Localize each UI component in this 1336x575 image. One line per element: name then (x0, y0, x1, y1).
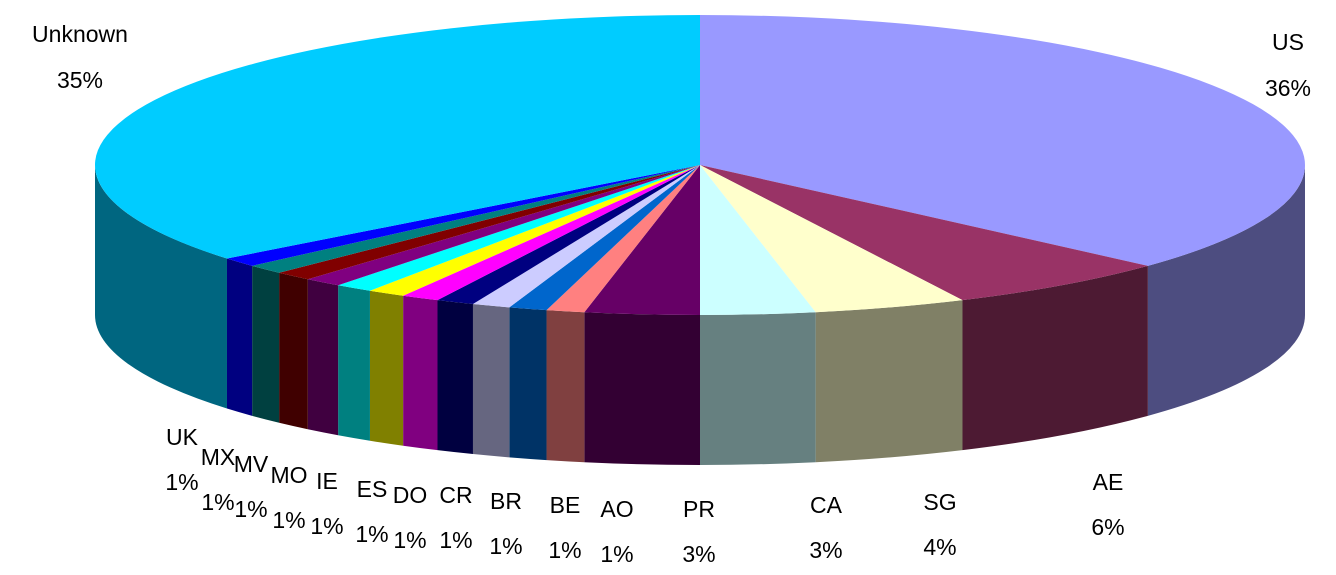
slice-be (509, 165, 700, 311)
slice-do (403, 165, 700, 301)
percent-unknown: 35% (57, 67, 103, 93)
percent-be: 1% (548, 537, 581, 563)
label-cr: CR (439, 482, 472, 508)
pie-side-walls (95, 165, 1305, 465)
side-br (472, 304, 510, 458)
side-cr (437, 300, 473, 455)
side-pr (584, 312, 700, 465)
side-sg (815, 300, 963, 463)
slice-sg (700, 165, 963, 313)
label-mx: MX (201, 444, 236, 470)
label-ca: CA (810, 492, 843, 518)
side-us (1147, 165, 1305, 416)
side-mo (307, 279, 339, 436)
side-ca (700, 312, 816, 465)
label-ae: AE (1093, 469, 1124, 495)
slice-us (700, 15, 1305, 266)
slice-ca (700, 165, 816, 315)
side-unknown (95, 165, 227, 409)
label-be: BE (550, 492, 581, 518)
side-be (509, 307, 547, 461)
label-pr: PR (683, 496, 715, 522)
percent-mo: 1% (272, 507, 305, 533)
percent-cr: 1% (439, 527, 472, 553)
label-unknown: Unknown (32, 21, 128, 47)
pie-top-faces (94, 15, 1305, 315)
label-sg: SG (923, 489, 956, 515)
slice-mx (252, 165, 700, 273)
percent-br: 1% (489, 533, 522, 559)
label-es: ES (357, 476, 388, 502)
slice-ae (700, 165, 1148, 301)
side-ao (546, 310, 585, 463)
slice-br (472, 165, 700, 308)
slice-unknown (94, 15, 700, 259)
percent-mx: 1% (201, 489, 234, 515)
label-br: BR (490, 488, 522, 514)
percent-ca: 3% (809, 537, 842, 563)
slice-ie (338, 165, 700, 291)
percent-ae: 6% (1091, 514, 1124, 540)
slice-uk (226, 165, 701, 266)
slice-mo (307, 165, 700, 286)
percent-es: 1% (355, 521, 388, 547)
side-es (369, 290, 404, 446)
side-mv (279, 272, 308, 430)
percent-ao: 1% (600, 541, 633, 567)
side-ie (338, 285, 370, 441)
side-do (403, 295, 438, 451)
slice-pr (584, 165, 700, 315)
percent-us: 36% (1265, 75, 1311, 101)
slice-cr (437, 165, 700, 305)
label-mv: MV (234, 451, 269, 477)
slice-es (369, 165, 700, 296)
percent-ie: 1% (310, 513, 343, 539)
label-ie: IE (316, 468, 338, 494)
percent-uk: 1% (165, 469, 198, 495)
percent-sg: 4% (923, 534, 956, 560)
label-do: DO (393, 482, 428, 508)
pie-labels: US36%AE6%SG4%CA3%PR3%AO1%BE1%BR1%CR1%DO1… (32, 21, 1311, 567)
percent-do: 1% (393, 527, 426, 553)
label-us: US (1272, 29, 1304, 55)
slice-mv (279, 165, 700, 280)
percent-mv: 1% (234, 496, 267, 522)
label-uk: UK (166, 424, 199, 450)
side-ae (962, 265, 1148, 451)
side-uk (226, 258, 253, 416)
percent-pr: 3% (682, 541, 715, 567)
label-ao: AO (600, 496, 633, 522)
side-mx (252, 265, 280, 423)
label-mo: MO (270, 462, 307, 488)
slice-ao (546, 165, 700, 313)
